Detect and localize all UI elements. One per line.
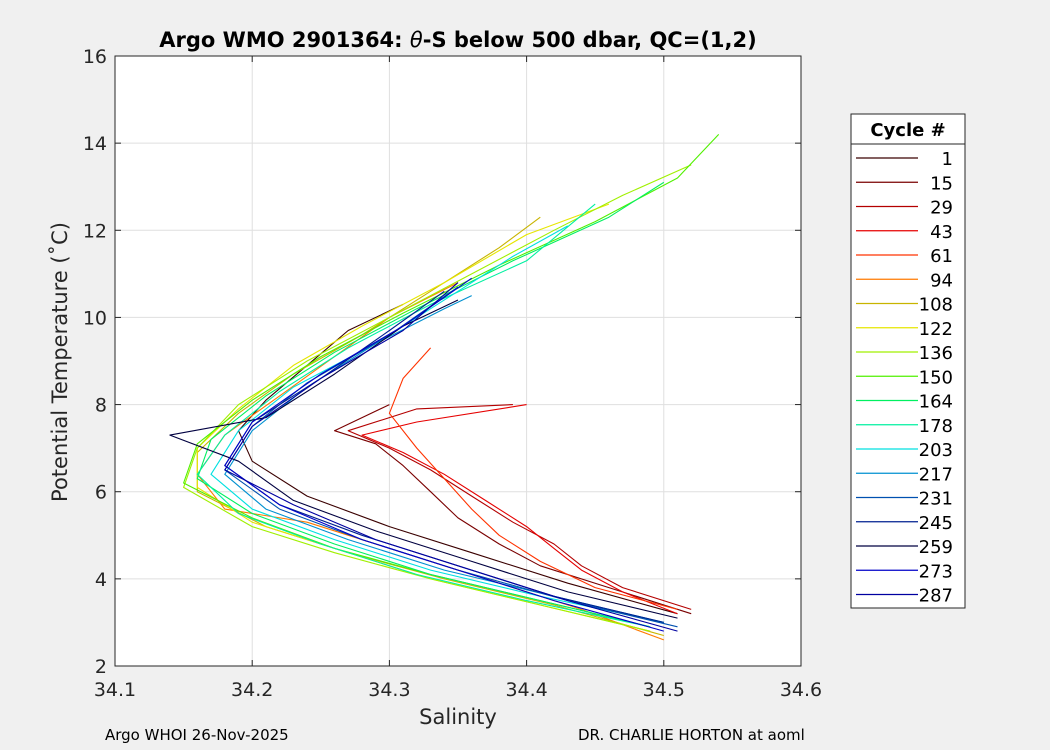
series-line-cycle-164: [196, 181, 665, 628]
legend-label-cycle-287: 287: [919, 586, 953, 607]
footer-source: Argo WHOI 26-Nov-2025: [105, 726, 289, 744]
legend-label-cycle-43: 43: [930, 222, 953, 243]
x-tick-labels: 34.1 34.2 34.3 34.4 34.5 34.6: [94, 679, 822, 701]
y-tick-label: 10: [83, 307, 107, 329]
x-tick-label: 34.6: [780, 679, 822, 701]
legend-label-cycle-29: 29: [930, 198, 953, 219]
plot-frame: [114, 55, 802, 667]
plot-area: [115, 56, 801, 666]
x-tick-label: 34.1: [94, 679, 136, 701]
series-line-cycle-15: [333, 404, 692, 615]
y-tick-label: 12: [83, 220, 107, 242]
series-line-cycle-287: [224, 282, 678, 632]
y-tick-labels: 2 4 6 8 10 12 14 16: [83, 46, 107, 678]
series-line-cycle-61: [388, 347, 678, 610]
legend-label-cycle-15: 15: [930, 173, 953, 194]
footer-credit: DR. CHARLIE HORTON at aoml: [578, 726, 805, 744]
y-tick-label: 16: [83, 46, 107, 68]
x-tick-label: 34.2: [231, 679, 273, 701]
y-tick-label: 8: [95, 395, 107, 417]
y-tick-label: 6: [95, 482, 107, 504]
legend-label-cycle-122: 122: [919, 319, 953, 340]
series-line-cycle-273: [224, 277, 664, 632]
y-tick-label: 4: [95, 569, 107, 591]
series-line-cycle-217: [224, 295, 664, 623]
x-axis-label: Salinity: [419, 705, 497, 729]
legend: Cycle # 1 15 29 43 61 94 108 122 136 150 164 178 203…: [850, 113, 966, 609]
legend-label-cycle-164: 164: [919, 392, 953, 413]
series-line-cycle-259: [169, 299, 678, 619]
legend-label-cycle-203: 203: [919, 440, 953, 461]
series-line-cycle-29: [347, 404, 692, 610]
x-tick-label: 34.4: [505, 679, 547, 701]
legend-label-cycle-273: 273: [919, 561, 953, 582]
x-tick-label: 34.3: [368, 679, 410, 701]
series-line-cycle-203: [210, 225, 664, 623]
y-tick-label: 14: [83, 133, 107, 155]
series-line-cycle-178: [196, 203, 651, 628]
y-axis-label: Potential Temperature (˚C): [48, 222, 72, 502]
series-line-cycle-150: [183, 134, 720, 628]
data-series: [169, 134, 720, 641]
y-tick-label: 2: [95, 656, 107, 678]
legend-label-cycle-136: 136: [919, 343, 953, 364]
legend-label-cycle-150: 150: [919, 367, 953, 388]
legend-label-cycle-61: 61: [930, 246, 953, 267]
legend-label-cycle-178: 178: [919, 416, 953, 437]
legend-label-cycle-231: 231: [919, 489, 953, 510]
x-tick-label: 34.5: [643, 679, 685, 701]
legend-title: Cycle #: [870, 120, 945, 141]
chart-title: Argo WMO 2901364: θ-S below 500 dbar, QC…: [159, 28, 756, 52]
series-line-cycle-43: [361, 404, 678, 615]
legend-label-cycle-217: 217: [919, 464, 953, 485]
legend-label-cycle-108: 108: [919, 295, 953, 316]
legend-label-cycle-94: 94: [930, 270, 953, 291]
axis-ticks: [114, 55, 802, 667]
legend-entries: 1 15 29 43 61 94 108 122 136 150 164 178 203 217 231 24…: [856, 149, 953, 607]
legend-box: [850, 113, 966, 609]
legend-label-cycle-1: 1: [942, 149, 953, 170]
legend-label-cycle-245: 245: [919, 513, 953, 534]
legend-label-cycle-259: 259: [919, 537, 953, 558]
